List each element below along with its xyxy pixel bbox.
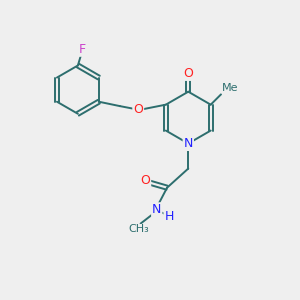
Text: F: F bbox=[79, 43, 86, 56]
Text: CH₃: CH₃ bbox=[129, 224, 149, 235]
Text: O: O bbox=[133, 103, 143, 116]
Text: O: O bbox=[183, 67, 193, 80]
Text: N: N bbox=[184, 137, 193, 150]
Text: N: N bbox=[152, 203, 161, 216]
Text: H: H bbox=[164, 210, 174, 223]
Text: Me: Me bbox=[222, 83, 238, 93]
Text: O: O bbox=[140, 173, 150, 187]
